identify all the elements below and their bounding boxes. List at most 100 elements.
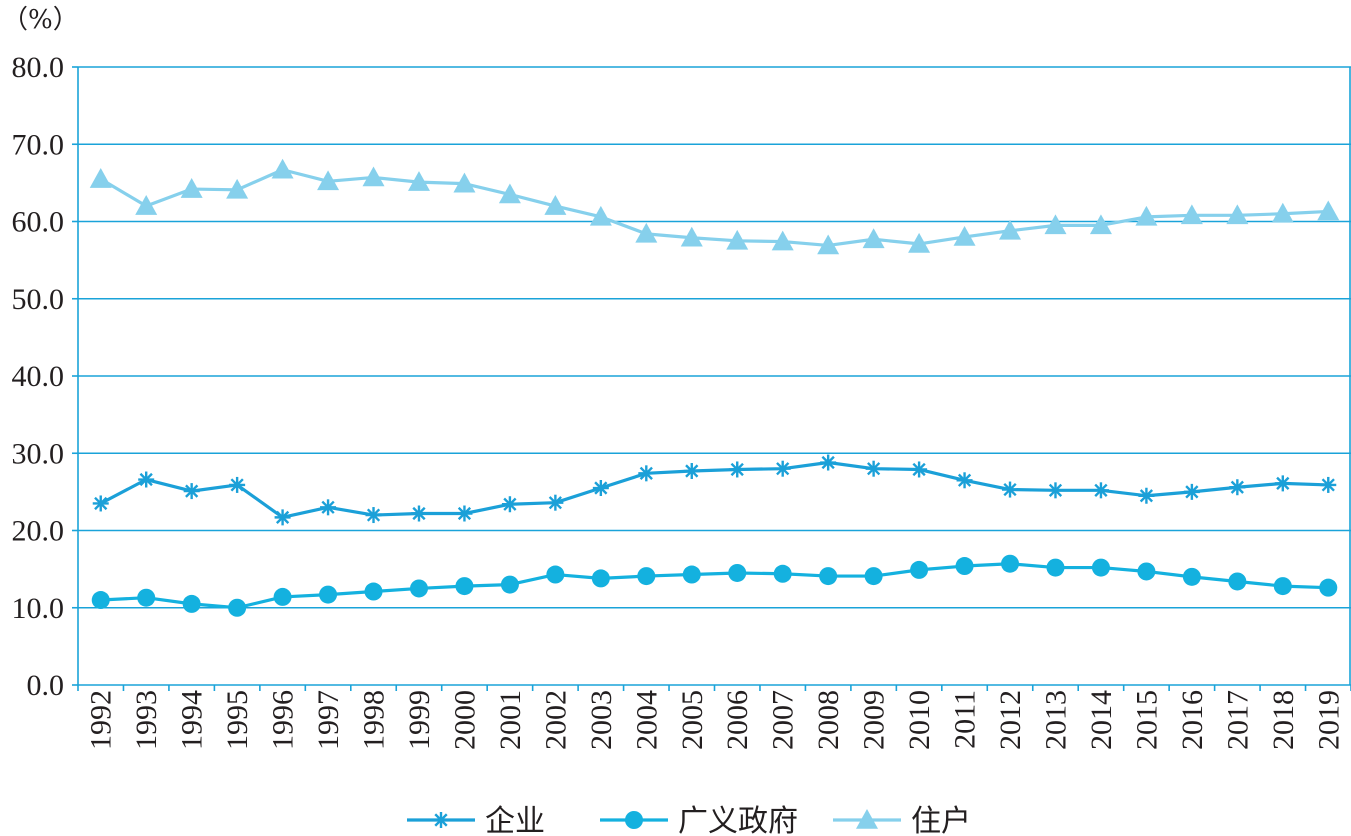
series-line: [99, 168, 1329, 248]
y-tick-label: 60.0: [12, 206, 65, 239]
data-point: [1273, 577, 1292, 596]
data-point: [409, 579, 428, 598]
data-point: [953, 225, 976, 246]
y-tick-label: 10.0: [12, 592, 65, 625]
series-line: [99, 460, 1329, 519]
data-point: [319, 585, 338, 604]
x-tick-label: 1999: [403, 690, 436, 750]
data-point: [453, 172, 476, 193]
data-point: [638, 465, 655, 482]
series-line: [100, 562, 1329, 610]
data-point: [774, 460, 791, 477]
data-point: [183, 483, 200, 500]
data-point: [273, 587, 292, 606]
x-tick-label: 2007: [767, 690, 800, 750]
y-tick-label: 30.0: [12, 437, 65, 470]
x-tick-label: 2008: [812, 690, 845, 750]
y-tick-label: 80.0: [12, 51, 65, 84]
x-tick-label: 2010: [903, 690, 936, 750]
data-point: [317, 170, 340, 191]
legend-marker: [625, 811, 643, 829]
data-point: [1180, 204, 1203, 225]
data-point: [682, 565, 701, 584]
x-tick-label: 2000: [448, 690, 481, 750]
x-tick-label: 1997: [312, 690, 345, 750]
data-point: [135, 195, 158, 215]
x-tick-label: 2015: [1130, 690, 1163, 750]
data-point: [320, 499, 337, 516]
x-axis-ticks: 1992 1993 1994 1995 1996 1997 1998 1999 2000 2001…: [85, 690, 1346, 750]
series-layer: [89, 158, 1340, 617]
data-point: [589, 205, 612, 226]
legend-label: 住户: [911, 804, 971, 836]
data-point: [680, 226, 703, 247]
x-tick-label: 2019: [1312, 690, 1345, 750]
data-point: [683, 463, 700, 480]
data-point: [773, 564, 792, 583]
data-point: [591, 569, 610, 588]
data-point: [1138, 487, 1155, 504]
data-point: [410, 505, 427, 522]
data-point: [1319, 578, 1338, 597]
data-point: [500, 575, 519, 594]
series-circle: [91, 554, 1338, 617]
data-point: [865, 460, 882, 477]
x-tick-label: 1994: [176, 690, 209, 750]
data-point: [728, 563, 747, 582]
y-tick-label: 70.0: [12, 128, 65, 161]
series-asterisk: [92, 454, 1337, 526]
data-point: [592, 480, 609, 497]
x-tick-label: 2002: [539, 690, 572, 750]
data-point: [1092, 482, 1109, 499]
data-point: [498, 183, 521, 204]
data-point: [180, 178, 203, 198]
x-tick-label: 2003: [585, 690, 618, 750]
data-point: [226, 178, 249, 199]
x-tick-label: 1996: [267, 690, 300, 750]
x-tick-label: 2009: [858, 690, 891, 750]
grid-lines: [72, 66, 1351, 691]
data-point: [274, 509, 291, 526]
x-tick-label: 2004: [630, 690, 663, 750]
data-point: [89, 168, 112, 188]
x-tick-label: 1992: [85, 690, 118, 750]
data-point: [1044, 214, 1067, 235]
data-point: [544, 195, 567, 215]
y-tick-label: 50.0: [12, 283, 65, 316]
data-point: [864, 567, 883, 586]
data-point: [1137, 562, 1156, 581]
data-point: [955, 557, 974, 576]
y-axis-unit-label: （%）: [2, 5, 79, 35]
data-point: [999, 219, 1022, 240]
data-point: [862, 228, 885, 249]
legend-label: 企业: [485, 804, 545, 836]
data-point: [271, 158, 294, 179]
legend-marker: [433, 812, 449, 828]
data-point: [229, 476, 246, 493]
data-point: [726, 229, 749, 250]
data-point: [365, 507, 382, 524]
x-tick-label: 2013: [1039, 690, 1072, 750]
data-point: [817, 234, 840, 255]
data-point: [1274, 475, 1291, 492]
data-point: [1182, 567, 1201, 586]
data-point: [1135, 205, 1158, 226]
data-point: [228, 598, 247, 617]
x-tick-label: 1993: [130, 690, 163, 750]
legend: 企业 广义政府 住户: [407, 804, 971, 836]
y-tick-label: 40.0: [12, 360, 65, 393]
data-point: [137, 588, 156, 607]
legend-item: 企业: [407, 804, 545, 836]
y-tick-label: 20.0: [12, 515, 65, 548]
data-point: [908, 232, 931, 253]
data-point: [820, 454, 837, 471]
x-tick-label: 2006: [721, 690, 754, 750]
x-tick-label: 2016: [1176, 690, 1209, 750]
x-tick-label: 1998: [358, 690, 391, 750]
data-point: [92, 495, 109, 512]
x-tick-label: 2012: [994, 690, 1027, 750]
data-point: [819, 567, 838, 586]
data-point: [1001, 554, 1020, 573]
x-tick-label: 2001: [494, 690, 527, 750]
